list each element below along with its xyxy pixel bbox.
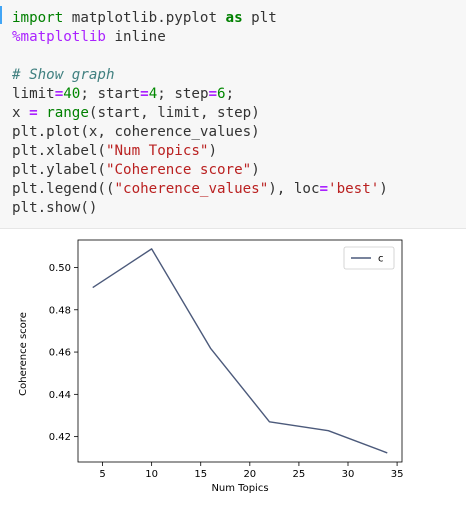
code-line-1: import matplotlib.pyplot as plt: [12, 9, 388, 28]
code-token: =: [55, 86, 64, 102]
code-token: 4: [149, 86, 158, 102]
code-cell[interactable]: import matplotlib.pyplot as plt%matplotl…: [0, 0, 466, 229]
code-line-11: plt.show(): [12, 199, 388, 218]
code-line-9: plt.ylabel("Coherence score"): [12, 161, 388, 180]
code-line-8: plt.xlabel("Num Topics"): [12, 142, 388, 161]
x-axis-label: Num Topics: [211, 483, 268, 494]
code-line-2: %matplotlib inline: [12, 28, 388, 47]
cell-output: 5 10 15 20 25 30 35 0.42 0.44 0.46 0.48 0.50 Num Top…: [0, 229, 466, 505]
x-tick-label: 25: [293, 469, 306, 480]
code-token: ;: [226, 86, 235, 102]
code-token: ; step: [157, 86, 208, 102]
code-token: plt.show(): [12, 200, 97, 216]
y-tick-label: 0.42: [49, 432, 71, 443]
code-token: (start, limit, step): [89, 105, 260, 121]
code-editor[interactable]: import matplotlib.pyplot as plt%matplotl…: [12, 9, 388, 218]
legend-entry: c: [378, 254, 384, 265]
x-tick-label: 20: [243, 469, 256, 480]
y-tick-label: 0.44: [49, 390, 71, 401]
code-token: as: [226, 10, 243, 26]
code-token: limit: [12, 86, 55, 102]
code-token: 40: [63, 86, 80, 102]
x-tick-label: 5: [99, 469, 105, 480]
code-line-6: x = range(start, limit, step): [12, 104, 388, 123]
code-token: =: [320, 181, 329, 197]
code-token: [38, 105, 47, 121]
code-token: inline: [106, 29, 166, 45]
code-token: plt.legend((: [12, 181, 115, 197]
plot-frame: [78, 240, 402, 462]
series-line-0: [93, 249, 388, 453]
x-tick-label: 15: [194, 469, 207, 480]
code-token: 'best': [328, 181, 379, 197]
code-token: =: [209, 86, 218, 102]
code-token: "coherence_values": [115, 181, 269, 197]
code-token: matplotlib.pyplot: [63, 10, 225, 26]
y-tick-label: 0.48: [49, 305, 71, 316]
code-token: "Num Topics": [106, 143, 209, 159]
y-tick-label: 0.50: [49, 263, 71, 274]
code-line-4: # Show graph: [12, 66, 388, 85]
code-token: ): [208, 143, 217, 159]
x-tick-label: 30: [342, 469, 355, 480]
code-token: 6: [217, 86, 226, 102]
code-token: import: [12, 10, 63, 26]
code-token: x: [12, 105, 29, 121]
code-token: "Coherence score": [106, 162, 251, 178]
code-token: plt.ylabel(: [12, 162, 106, 178]
code-token: ; start: [80, 86, 140, 102]
code-token: ): [251, 162, 260, 178]
code-token: =: [29, 105, 38, 121]
code-line-10: plt.legend(("coherence_values"), loc='be…: [12, 180, 388, 199]
code-token: %matplotlib: [12, 29, 106, 45]
y-axis-label: Coherence score: [18, 312, 29, 396]
code-line-5: limit=40; start=4; step=6;: [12, 85, 388, 104]
code-line-7: plt.plot(x, coherence_values): [12, 123, 388, 142]
code-token: plt.xlabel(: [12, 143, 106, 159]
code-token: # Show graph: [12, 67, 115, 83]
x-tick-label: 10: [145, 469, 158, 480]
code-token: ): [379, 181, 388, 197]
coherence-chart: 5 10 15 20 25 30 35 0.42 0.44 0.46 0.48 0.50 Num Top…: [0, 229, 466, 505]
code-token: range: [46, 105, 89, 121]
cell-selection-marker: [0, 6, 2, 24]
code-token: plt: [243, 10, 277, 26]
code-token: plt.plot(x, coherence_values): [12, 124, 260, 140]
code-token: ), loc: [268, 181, 319, 197]
code-token: =: [140, 86, 149, 102]
x-tick-label: 35: [391, 469, 404, 480]
y-tick-label: 0.46: [49, 348, 71, 359]
code-line-3: [12, 47, 388, 66]
